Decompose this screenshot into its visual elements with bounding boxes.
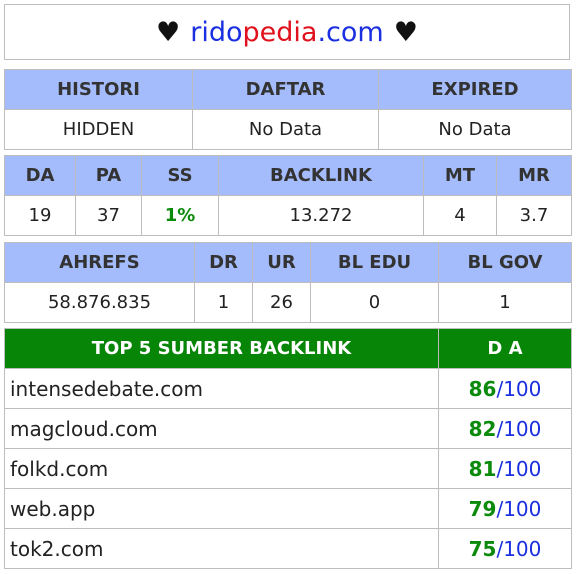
ahrefs-metrics-table: AHREFS DR UR BL EDU BL GOV 58.876.835 1 … — [4, 242, 572, 323]
value-histori: HIDDEN — [4, 109, 193, 150]
value-mt: 4 — [423, 195, 497, 236]
value-pa: 37 — [75, 195, 142, 236]
backlink-da: 79/100 — [438, 488, 572, 529]
header-da-score: D A — [438, 328, 572, 369]
header-daftar: DAFTAR — [192, 69, 379, 110]
value-backlink: 13.272 — [218, 195, 424, 236]
backlink-site[interactable]: tok2.com — [4, 528, 439, 569]
header-histori: HISTORI — [4, 69, 193, 110]
header-dr: DR — [194, 242, 253, 283]
header-expired: EXPIRED — [378, 69, 572, 110]
value-ss: 1% — [141, 195, 219, 236]
table-row: web.app 79/100 — [4, 488, 572, 529]
value-ur: 26 — [252, 282, 311, 323]
value-bl-gov: 1 — [438, 282, 572, 323]
heart-right-icon: ♥ — [393, 16, 418, 48]
backlink-da: 81/100 — [438, 448, 572, 489]
backlink-da: 82/100 — [438, 408, 572, 449]
value-ahrefs: 58.876.835 — [4, 282, 195, 323]
site-title[interactable]: ridopedia.com — [190, 17, 383, 48]
header-ur: UR — [252, 242, 311, 283]
value-dr: 1 — [194, 282, 253, 323]
backlink-site[interactable]: intensedebate.com — [4, 368, 439, 409]
moz-metrics-table: DA PA SS BACKLINK MT MR 19 37 1% 13.272 … — [4, 155, 572, 236]
header-top-sources: TOP 5 SUMBER BACKLINK — [4, 328, 439, 369]
header-ss: SS — [141, 155, 219, 196]
site-title-box: ♥ ridopedia.com ♥ — [4, 4, 570, 60]
backlink-site[interactable]: magcloud.com — [4, 408, 439, 449]
header-ahrefs: AHREFS — [4, 242, 195, 283]
value-mr: 3.7 — [496, 195, 572, 236]
backlink-site[interactable]: folkd.com — [4, 448, 439, 489]
value-da: 19 — [4, 195, 76, 236]
value-bl-edu: 0 — [310, 282, 439, 323]
heart-left-icon: ♥ — [156, 16, 181, 48]
header-bl-edu: BL EDU — [310, 242, 439, 283]
table-row: folkd.com 81/100 — [4, 448, 572, 489]
top-backlink-sources-table: TOP 5 SUMBER BACKLINK D A intensedebate.… — [4, 328, 572, 569]
header-da: DA — [4, 155, 76, 196]
header-mr: MR — [496, 155, 572, 196]
backlink-site[interactable]: web.app — [4, 488, 439, 529]
site-title-part-rido: rido — [190, 16, 243, 48]
value-expired: No Data — [378, 109, 572, 150]
value-daftar: No Data — [192, 109, 379, 150]
backlink-da: 75/100 — [438, 528, 572, 569]
header-mt: MT — [423, 155, 497, 196]
domain-status-table: HISTORI DAFTAR EXPIRED HIDDEN No Data No… — [4, 69, 572, 150]
table-row: tok2.com 75/100 — [4, 528, 572, 569]
site-title-part-tld: .com — [317, 16, 384, 48]
site-title-part-pedia: pedia — [242, 16, 318, 48]
header-backlink: BACKLINK — [218, 155, 424, 196]
header-pa: PA — [75, 155, 142, 196]
backlink-da: 86/100 — [438, 368, 572, 409]
table-row: magcloud.com 82/100 — [4, 408, 572, 449]
table-row: intensedebate.com 86/100 — [4, 368, 572, 409]
header-bl-gov: BL GOV — [438, 242, 572, 283]
